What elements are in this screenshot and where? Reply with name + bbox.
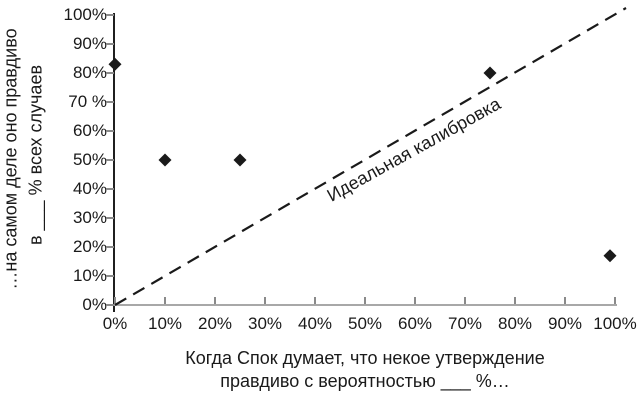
x-tick-label: 10% [147, 314, 183, 333]
x-tick-label: 20% [197, 314, 233, 333]
x-tick-mark [314, 297, 316, 304]
data-point-diamond [603, 249, 617, 263]
y-tick-label: 0% [82, 295, 107, 314]
x-tick-mark [464, 297, 466, 304]
y-tick-label: 20% [72, 237, 107, 256]
y-tick-label: 80% [72, 63, 107, 82]
y-tick-label: 60% [72, 121, 107, 140]
x-tick-label: 80% [497, 314, 533, 333]
x-tick-label: 60% [397, 314, 433, 333]
y-tick-mark [106, 72, 114, 74]
x-tick-label: 90% [547, 314, 583, 333]
data-point-diamond [158, 153, 172, 167]
y-tick-mark [106, 304, 114, 306]
y-tick-label: 40% [72, 179, 107, 198]
x-tick-mark [614, 297, 616, 304]
y-tick-mark [106, 217, 114, 219]
y-tick-mark [106, 275, 114, 277]
x-tick-label: 50% [347, 314, 383, 333]
data-point-diamond [108, 57, 122, 71]
x-tick-label: 0% [102, 314, 128, 333]
y-tick-mark [106, 101, 114, 103]
x-tick-label: 100% [593, 314, 637, 333]
x-tick-mark [514, 297, 516, 304]
x-axis-caption-line1: Когда Спок думает, что некое утверждение [185, 348, 545, 368]
y-tick-label: 10% [72, 266, 107, 285]
x-tick-mark [114, 297, 116, 304]
ideal-calibration-line [114, 7, 627, 306]
x-axis-caption-line2: правдиво с вероятностью ___ %… [220, 371, 510, 391]
y-tick-label: 50% [72, 150, 107, 169]
x-tick-mark [414, 297, 416, 304]
x-tick-mark [264, 297, 266, 304]
x-axis-line [112, 304, 617, 306]
y-tick-label: 70 % [68, 92, 107, 111]
x-tick-mark [364, 297, 366, 304]
x-tick-mark [564, 297, 566, 304]
y-tick-mark [106, 14, 114, 16]
x-tick-mark [214, 297, 216, 304]
y-tick-mark [106, 159, 114, 161]
y-tick-mark [106, 246, 114, 248]
x-tick-label: 30% [247, 314, 283, 333]
x-tick-label: 70% [447, 314, 483, 333]
data-point-diamond [233, 153, 247, 167]
y-tick-label: 30% [72, 208, 107, 227]
y-axis-line [113, 13, 115, 312]
y-tick-label: 90% [72, 34, 107, 53]
y-tick-mark [106, 43, 114, 45]
x-tick-label: 40% [297, 314, 333, 333]
data-point-diamond [483, 66, 497, 80]
y-tick-label: 100% [63, 5, 107, 24]
x-tick-mark [164, 297, 166, 304]
y-tick-mark [106, 130, 114, 132]
y-tick-mark [106, 188, 114, 190]
